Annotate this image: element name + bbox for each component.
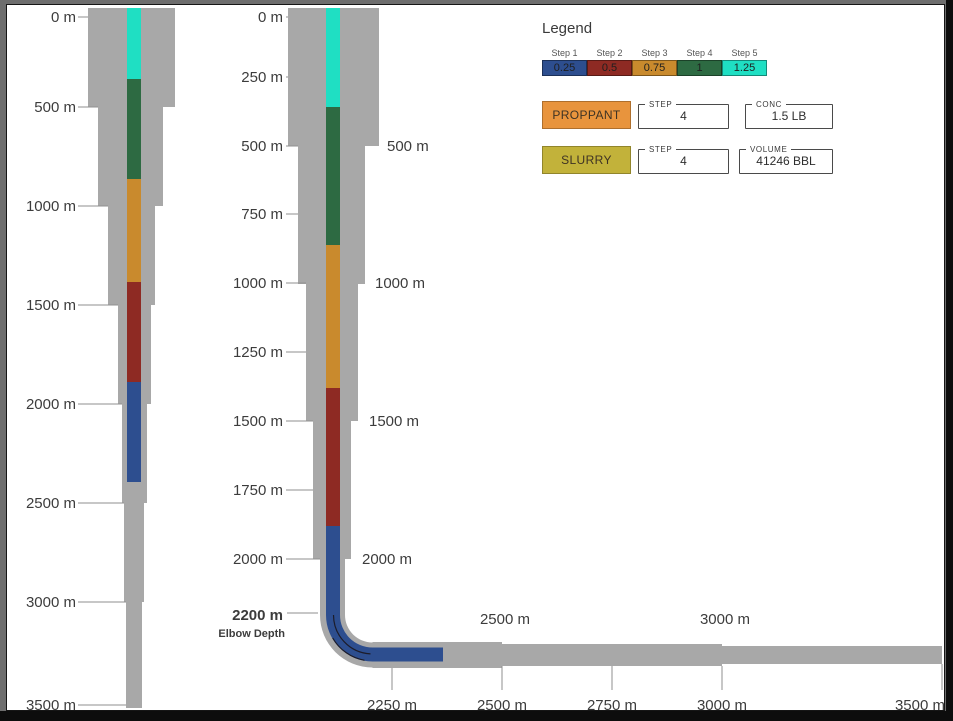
depth-label: 500 m <box>34 99 76 116</box>
casing-shoe-label: 1000 m <box>375 275 425 292</box>
step-swatch[interactable]: 0.5 <box>587 60 632 76</box>
slurry-volume-value: 41246 BBL <box>756 154 816 168</box>
proppant-conc-value: 1.5 LB <box>771 109 807 123</box>
window-frame-right <box>946 0 953 721</box>
proppant-row: PROPPANT STEP 4 CONC 1.5 LB <box>542 99 842 129</box>
step-swatch[interactable]: 0.25 <box>542 60 587 76</box>
proppant-step-field-label: STEP <box>649 100 673 109</box>
overview-well: 0 m 500 m 1000 m 1500 m 2000 m 2500 m 30… <box>26 8 175 714</box>
depth-label: 3000 m <box>26 594 76 611</box>
casing-segment <box>126 602 142 708</box>
tube-step5 <box>326 8 340 107</box>
depth-label: 500 m <box>241 138 283 155</box>
depth-label: 2000 m <box>26 396 76 413</box>
casing-shoe-label: 500 m <box>387 138 429 155</box>
depth-label: 2000 m <box>233 551 283 568</box>
depth-label: 250 m <box>241 69 283 86</box>
step-swatch-cell: Step 4 1 <box>677 47 722 76</box>
slurry-step-value: 4 <box>680 154 687 168</box>
slurry-step-field-label: STEP <box>649 145 673 154</box>
step-swatch-cell: Step 3 0.75 <box>632 47 677 76</box>
tube-step4 <box>127 79 141 179</box>
tube-step3 <box>326 245 340 388</box>
depth-label: 1000 m <box>26 198 76 215</box>
depth-label: 0 m <box>258 9 283 26</box>
tube-step2 <box>127 282 141 382</box>
depth-label: 1500 m <box>233 413 283 430</box>
elbow-depth-caption: Elbow Depth <box>218 628 285 640</box>
slurry-volume-field-label: VOLUME <box>750 145 788 154</box>
depth-label: 1750 m <box>233 482 283 499</box>
step-label: Step 3 <box>641 48 668 58</box>
step-swatch-cell: Step 2 0.5 <box>587 47 632 76</box>
step-label: Step 2 <box>596 48 623 58</box>
depth-label: 2500 m <box>26 495 76 512</box>
proppant-button[interactable]: PROPPANT <box>542 101 631 129</box>
step-swatch[interactable]: 1.25 <box>722 60 767 76</box>
legend-panel: Legend Step 1 0.25 Step 2 0.5 Step 3 0.7… <box>542 20 842 174</box>
slurry-volume-field[interactable]: VOLUME 41246 BBL <box>739 145 833 174</box>
proppant-conc-field[interactable]: CONC 1.5 LB <box>745 100 833 129</box>
elbow-flowline <box>332 614 371 655</box>
depth-label: 1500 m <box>26 297 76 314</box>
proppant-conc-field-label: CONC <box>756 100 782 109</box>
casing-segment <box>124 503 144 602</box>
depth-label: 2750 m <box>587 697 637 714</box>
casing-shoe-label: 1500 m <box>369 413 419 430</box>
casing-shoe-label: 2000 m <box>362 551 412 568</box>
tube-step1 <box>127 382 141 482</box>
lateral-casing-segment <box>722 646 942 664</box>
depth-label: 1000 m <box>233 275 283 292</box>
depth-label: 1250 m <box>233 344 283 361</box>
lateral-casing-segment <box>502 644 722 666</box>
lateral-shoe-label: 3000 m <box>700 611 750 628</box>
tube-step1-lateral <box>372 647 443 662</box>
tube-step5 <box>127 8 141 79</box>
tube-step2 <box>326 388 340 526</box>
elbow-depth-label: 2200 m <box>232 607 283 624</box>
proppant-step-value: 4 <box>680 109 687 123</box>
step-swatch[interactable]: 0.75 <box>632 60 677 76</box>
elbow-flowline <box>332 637 365 661</box>
tube-step1-elbow <box>326 615 373 662</box>
lateral-shoe-label: 2500 m <box>480 611 530 628</box>
slurry-button[interactable]: SLURRY <box>542 146 631 174</box>
detail-well: 0 m 250 m 500 m 750 m 1000 m 1250 m 1500… <box>218 8 945 714</box>
step-swatch-cell: Step 1 0.25 <box>542 47 587 76</box>
depth-label: 2250 m <box>367 697 417 714</box>
depth-label: 750 m <box>241 206 283 223</box>
step-swatch[interactable]: 1 <box>677 60 722 76</box>
step-label: Step 5 <box>731 48 758 58</box>
tube-step4 <box>326 107 340 245</box>
tube-step3 <box>127 179 141 282</box>
step-label: Step 4 <box>686 48 713 58</box>
step-swatch-cell: Step 5 1.25 <box>722 47 767 76</box>
step-label: Step 1 <box>551 48 578 58</box>
window-frame-bottom <box>0 711 953 721</box>
depth-label: 2500 m <box>477 697 527 714</box>
legend-title: Legend <box>542 20 593 37</box>
slurry-row: SLURRY STEP 4 VOLUME 41246 BBL <box>542 144 842 174</box>
step-swatch-row: Step 1 0.25 Step 2 0.5 Step 3 0.75 Step … <box>542 47 842 76</box>
depth-label: 3500 m <box>26 697 76 714</box>
proppant-step-field[interactable]: STEP 4 <box>638 100 729 129</box>
tube-step1 <box>326 526 340 615</box>
depth-label: 3000 m <box>697 697 747 714</box>
depth-label: 0 m <box>51 9 76 26</box>
slurry-step-field[interactable]: STEP 4 <box>638 145 729 174</box>
depth-label: 3500 m <box>895 697 945 714</box>
